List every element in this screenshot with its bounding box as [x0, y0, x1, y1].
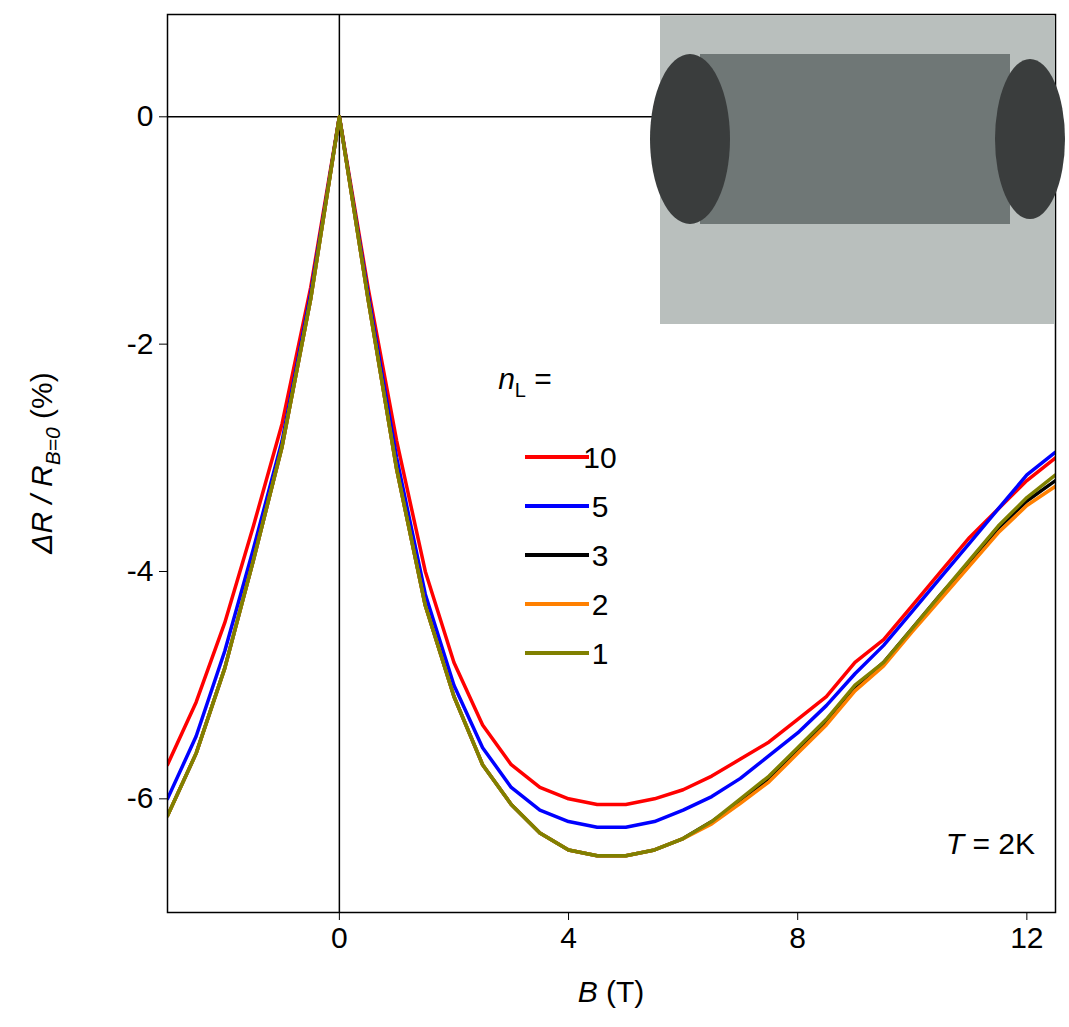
svg-text:1: 1: [592, 637, 609, 670]
svg-text:B (T): B (T): [578, 975, 645, 1008]
svg-text:10: 10: [583, 441, 616, 474]
svg-text:-2: -2: [127, 327, 154, 360]
svg-text:0: 0: [137, 99, 154, 132]
svg-text:8: 8: [789, 921, 806, 954]
svg-text:0: 0: [331, 921, 348, 954]
svg-text:4: 4: [560, 921, 577, 954]
svg-text:5: 5: [592, 490, 609, 523]
svg-text:12: 12: [1010, 921, 1043, 954]
svg-text:nL =: nL =: [498, 362, 552, 401]
svg-text:3: 3: [592, 539, 609, 572]
svg-text:ΔR / RB=0 (%): ΔR / RB=0 (%): [25, 372, 64, 554]
svg-text:T = 2K: T = 2K: [946, 827, 1035, 860]
svg-text:-4: -4: [127, 554, 154, 587]
svg-text:2: 2: [592, 588, 609, 621]
svg-text:-6: -6: [127, 781, 154, 814]
